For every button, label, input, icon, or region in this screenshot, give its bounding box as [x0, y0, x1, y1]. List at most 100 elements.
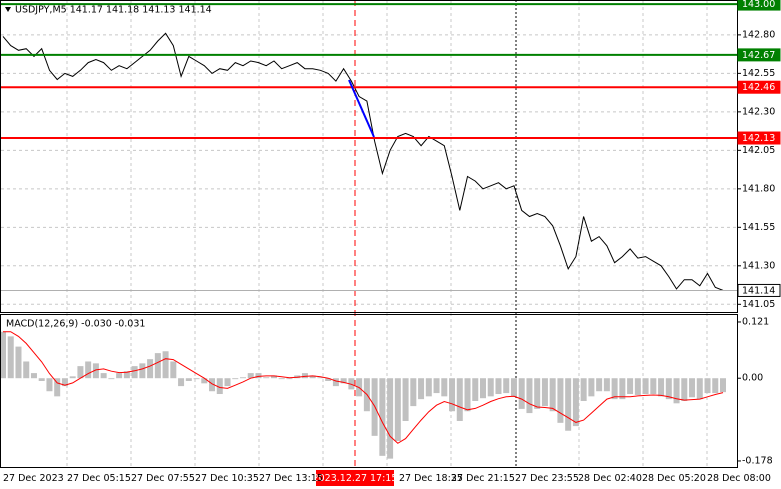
macd-bar: [325, 378, 332, 382]
macd-bar: [108, 378, 115, 380]
macd-bar: [340, 378, 347, 384]
y-tick-label: 0.00: [742, 373, 763, 384]
macd-bar: [15, 346, 22, 379]
macd-bar: [449, 378, 456, 412]
level-box: [737, 80, 781, 94]
macd-bar: [116, 373, 123, 379]
y-tick-label: 142.80: [742, 29, 775, 40]
macd-bar: [619, 378, 626, 400]
macd-bar: [232, 378, 239, 380]
y-tick-label: 141.30: [742, 260, 775, 271]
macd-bar: [309, 375, 316, 379]
macd-bar: [193, 378, 200, 380]
macd-bar: [61, 378, 68, 387]
macd-bar: [100, 373, 107, 379]
y-tick-label: 141.05: [742, 299, 775, 310]
macd-bar: [720, 378, 726, 393]
level-box: [737, 48, 781, 62]
macd-bar: [394, 378, 401, 441]
macd-bar: [658, 378, 665, 397]
x-tick-label: 27 Dec 18:35: [399, 473, 463, 484]
macd-bar: [650, 378, 657, 395]
macd-bar: [689, 378, 696, 398]
macd-bar: [410, 378, 417, 407]
macd-bar: [611, 378, 618, 400]
macd-bar: [139, 363, 146, 379]
level-label: 142.67: [742, 50, 775, 61]
macd-bar: [588, 378, 595, 397]
trend-arrow: [348, 79, 375, 138]
macd-bar: [627, 378, 634, 395]
macd-bar: [673, 378, 680, 404]
plot: [0, 3, 737, 459]
macd-title: MACD(12,26,9) -0.030 -0.031: [6, 319, 145, 330]
macd-bar: [534, 378, 541, 409]
macd-bar: [77, 366, 84, 379]
x-tick-label: 27 Dec 21:15: [451, 473, 515, 484]
macd-bar: [317, 377, 324, 379]
macd-bar: [541, 378, 548, 407]
macd-bar: [85, 361, 92, 379]
macd-bar: [642, 378, 649, 395]
crosshair-box: [316, 470, 394, 486]
y-tick-label: 142.30: [742, 106, 775, 117]
x-tick-label: 28 Dec 05:20: [642, 473, 706, 484]
macd-bar: [216, 378, 223, 395]
macd-bar: [596, 378, 603, 392]
macd-bar: [201, 378, 208, 384]
macd-bar: [433, 378, 440, 394]
price-panel-frame: [0, 0, 738, 313]
macd-bar: [495, 378, 502, 395]
macd-bar: [255, 373, 262, 379]
x-tick-label: 27 Dec 05:15: [67, 473, 131, 484]
level-label: 142.13: [742, 133, 775, 144]
macd-bar: [712, 378, 719, 394]
macd-bar: [634, 378, 641, 395]
level-box: [737, 131, 781, 145]
macd-bar: [472, 378, 479, 401]
macd-bar: [224, 378, 231, 387]
macd-bar: [696, 378, 703, 400]
macd-bar: [487, 378, 494, 397]
macd-bar: [38, 378, 45, 382]
macd-bar: [456, 378, 463, 421]
x-tick-label: 27 Dec 07:55: [131, 473, 195, 484]
level-box: [737, 0, 781, 11]
macd-bar: [425, 378, 432, 397]
macd-bar: [7, 336, 14, 379]
x-tick-label: 27 Dec 2023: [3, 473, 64, 484]
crosshair-label: 2023.12.27 17:15: [313, 473, 398, 484]
signal-line: [3, 331, 724, 444]
macd-bar: [131, 366, 138, 379]
macd-bar: [154, 353, 161, 379]
macd-panel-frame: [0, 314, 738, 468]
macd-bar: [270, 375, 277, 379]
y-tick-label: 141.55: [742, 222, 775, 233]
macd-bar: [681, 378, 688, 401]
macd-bar: [580, 378, 587, 401]
macd-bar: [278, 378, 285, 380]
macd-bar: [572, 378, 579, 427]
macd-bar: [46, 378, 53, 392]
macd-bar: [387, 378, 394, 459]
level-label: 141.14: [742, 285, 775, 296]
macd-bar: [247, 373, 254, 379]
macd-bar: [549, 378, 556, 412]
macd-bar: [0, 331, 6, 379]
level-box: [737, 283, 781, 297]
macd-bar: [286, 378, 293, 380]
x-tick-label: 27 Dec 10:35: [195, 473, 259, 484]
macd-bar: [510, 378, 517, 397]
macd-bar: [69, 376, 76, 379]
macd-bar: [92, 363, 99, 379]
macd-bar: [526, 378, 533, 414]
y-tick-label: 0.121: [742, 316, 769, 327]
macd-bar: [518, 378, 525, 409]
y-tick-label: 141.80: [742, 183, 775, 194]
macd-bar: [209, 378, 216, 392]
macd-bar: [704, 378, 711, 394]
macd-bar: [665, 378, 672, 400]
macd-bar: [263, 377, 270, 379]
